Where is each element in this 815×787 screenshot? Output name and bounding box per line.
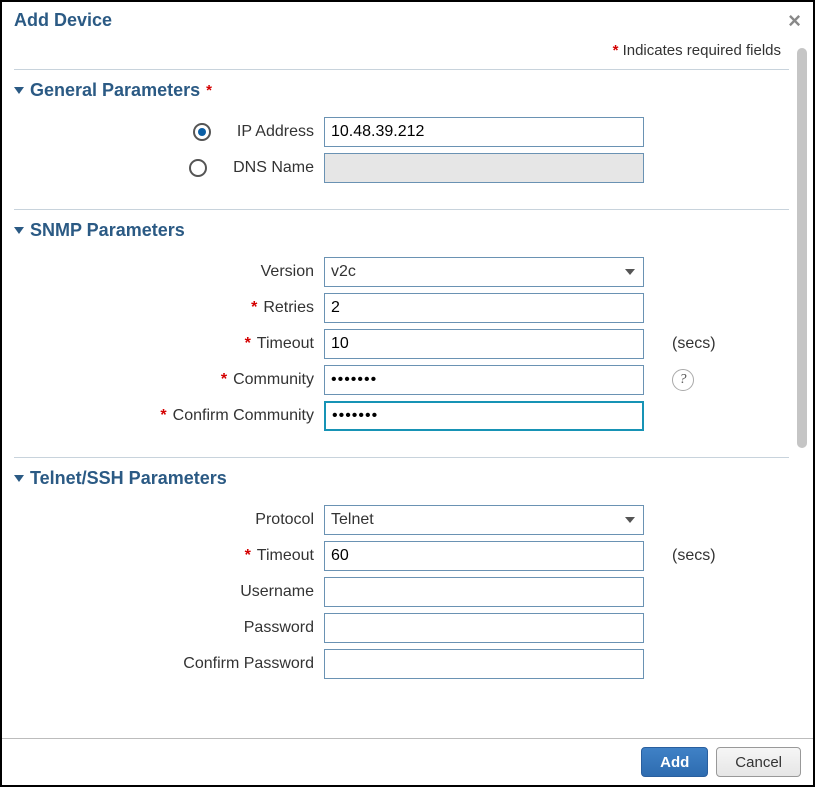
required-asterisk: *: [251, 299, 257, 317]
telnet-timeout-label: Timeout: [257, 547, 314, 565]
section-telnet: Telnet/SSH Parameters Protocol Telnet * …: [14, 457, 789, 705]
required-fields-note: * Indicates required fields: [14, 36, 789, 69]
section-general: General Parameters * IP Address DNS Name: [14, 69, 789, 209]
chevron-down-icon: [14, 87, 24, 94]
required-asterisk: *: [245, 547, 251, 565]
protocol-value: Telnet: [331, 511, 374, 529]
protocol-label: Protocol: [255, 511, 314, 529]
password-input[interactable]: [324, 613, 644, 643]
telnet-timeout-input[interactable]: [324, 541, 644, 571]
help-icon[interactable]: ?: [672, 369, 694, 391]
version-select[interactable]: v2c: [324, 257, 644, 287]
dialog-body: * Indicates required fields General Para…: [2, 36, 813, 738]
dialog-title: Add Device: [14, 10, 112, 31]
username-input[interactable]: [324, 577, 644, 607]
dns-name-input[interactable]: [324, 153, 644, 183]
row-snmp-timeout: * Timeout (secs): [14, 329, 789, 359]
ip-address-input[interactable]: [324, 117, 644, 147]
row-confirm-password: Confirm Password: [14, 649, 789, 679]
snmp-timeout-input[interactable]: [324, 329, 644, 359]
row-telnet-timeout: * Timeout (secs): [14, 541, 789, 571]
section-general-title: General Parameters: [30, 80, 200, 101]
retries-label: Retries: [263, 299, 314, 317]
version-label: Version: [261, 263, 314, 281]
dialog-header: Add Device ×: [2, 2, 813, 36]
row-confirm-community: * Confirm Community: [14, 401, 789, 431]
username-label: Username: [240, 583, 314, 601]
section-general-header[interactable]: General Parameters *: [14, 80, 789, 111]
ip-address-radio[interactable]: [193, 123, 211, 141]
retries-input[interactable]: [324, 293, 644, 323]
dialog-footer: Add Cancel: [2, 738, 813, 785]
snmp-timeout-suffix: (secs): [672, 335, 716, 353]
chevron-down-icon: [14, 227, 24, 234]
chevron-down-icon: [625, 269, 635, 275]
dns-name-radio[interactable]: [189, 159, 207, 177]
required-note-text: Indicates required fields: [618, 42, 781, 59]
chevron-down-icon: [625, 517, 635, 523]
dns-name-label: DNS Name: [233, 159, 314, 177]
row-retries: * Retries: [14, 293, 789, 323]
add-button[interactable]: Add: [641, 747, 708, 777]
add-device-dialog: Add Device × * Indicates required fields…: [0, 0, 815, 787]
row-username: Username: [14, 577, 789, 607]
row-ip-address: IP Address: [14, 117, 789, 147]
telnet-timeout-suffix: (secs): [672, 547, 716, 565]
row-password: Password: [14, 613, 789, 643]
ip-address-label: IP Address: [237, 123, 314, 141]
confirm-password-input[interactable]: [324, 649, 644, 679]
protocol-select[interactable]: Telnet: [324, 505, 644, 535]
snmp-timeout-label: Timeout: [257, 335, 314, 353]
required-asterisk: *: [206, 82, 212, 99]
confirm-community-label: Confirm Community: [173, 407, 314, 425]
row-community: * Community ?: [14, 365, 789, 395]
confirm-community-input[interactable]: [324, 401, 644, 431]
required-asterisk: *: [160, 407, 166, 425]
required-asterisk: *: [245, 335, 251, 353]
community-label: Community: [233, 371, 314, 389]
cancel-button[interactable]: Cancel: [716, 747, 801, 777]
close-icon[interactable]: ×: [788, 10, 801, 32]
row-dns-name: DNS Name: [14, 153, 789, 183]
row-version: Version v2c: [14, 257, 789, 287]
version-value: v2c: [331, 263, 356, 281]
chevron-down-icon: [14, 475, 24, 482]
confirm-password-label: Confirm Password: [183, 655, 314, 673]
required-asterisk: *: [221, 371, 227, 389]
scrollbar[interactable]: [797, 48, 807, 448]
section-snmp: SNMP Parameters Version v2c * Retries: [14, 209, 789, 457]
section-telnet-header[interactable]: Telnet/SSH Parameters: [14, 468, 789, 499]
section-snmp-title: SNMP Parameters: [30, 220, 185, 241]
section-telnet-title: Telnet/SSH Parameters: [30, 468, 227, 489]
password-label: Password: [244, 619, 314, 637]
community-input[interactable]: [324, 365, 644, 395]
row-protocol: Protocol Telnet: [14, 505, 789, 535]
scrollbar-thumb[interactable]: [797, 48, 807, 448]
section-snmp-header[interactable]: SNMP Parameters: [14, 220, 789, 251]
